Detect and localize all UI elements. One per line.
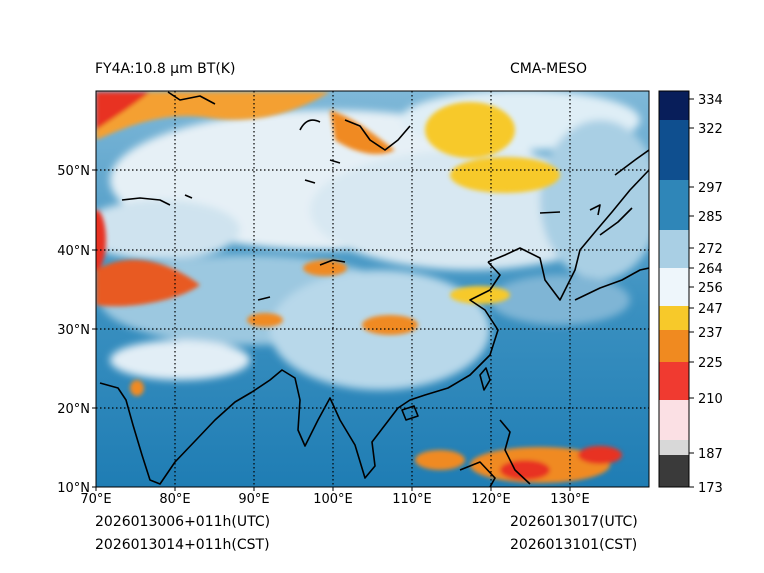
colorbar-seg-orange	[659, 330, 689, 362]
lon-label-90e: 90°E	[238, 492, 269, 507]
valid-time-cst: 2026013101(CST)	[510, 537, 638, 553]
lon-label-120e: 120°E	[471, 492, 511, 507]
lon-label-80e: 80°E	[159, 492, 190, 507]
colorbar-seg-blue	[659, 180, 689, 230]
lon-label-70e: 70°E	[80, 492, 111, 507]
colorbar-tick-label: 297	[698, 181, 723, 196]
colorbar-seg-darkblue	[659, 120, 689, 180]
colorbar-tick-label: 173	[698, 481, 723, 496]
colorbar-frame	[658, 90, 690, 488]
colorbar-seg-white	[659, 268, 689, 306]
colorbar-tick-label: 247	[698, 302, 723, 317]
colorbar-seg-yellow	[659, 306, 689, 330]
colorbar-tick-label: 256	[698, 281, 723, 296]
colorbar-tick-label: 187	[698, 447, 723, 462]
colorbar-tick-label: 322	[698, 122, 723, 137]
valid-time-utc: 2026013017(UTC)	[510, 514, 638, 530]
product-title: FY4A:10.8 μm BT(K)	[95, 61, 236, 77]
init-time-utc: 2026013006+011h(UTC)	[95, 514, 271, 530]
colorbar-tick-label: 285	[698, 210, 723, 225]
colorbar-tick-label: 272	[698, 242, 723, 257]
colorbar-tick-label: 264	[698, 262, 723, 277]
lon-label-100e: 100°E	[313, 492, 353, 507]
colorbar-tick-label: 225	[698, 356, 723, 371]
colorbar-seg-lightblue	[659, 230, 689, 268]
colorbar	[658, 90, 690, 488]
colorbar-seg-navy	[659, 91, 689, 120]
lat-label-40n: 40°N	[57, 244, 90, 259]
colorbar-tick-label: 237	[698, 326, 723, 341]
lat-label-10n: 10°N	[57, 481, 90, 496]
bt-imagery	[96, 91, 649, 487]
colorbar-seg-gray	[659, 455, 689, 487]
colorbar-seg-lightgray	[659, 440, 689, 455]
colorbar-seg-pink	[659, 400, 689, 440]
init-time-cst: 2026013014+011h(CST)	[95, 537, 270, 553]
colorbar-tick-label: 210	[698, 392, 723, 407]
map-frame	[95, 90, 650, 488]
model-name: CMA-MESO	[510, 61, 588, 77]
lon-label-130e: 130°E	[550, 492, 590, 507]
colorbar-tick-label: 334	[698, 93, 723, 108]
colorbar-seg-red	[659, 362, 689, 400]
lat-label-50n: 50°N	[57, 164, 90, 179]
lat-label-20n: 20°N	[57, 402, 90, 417]
lat-label-30n: 30°N	[57, 323, 90, 338]
lon-label-110e: 110°E	[392, 492, 432, 507]
map-ticks	[92, 169, 571, 491]
